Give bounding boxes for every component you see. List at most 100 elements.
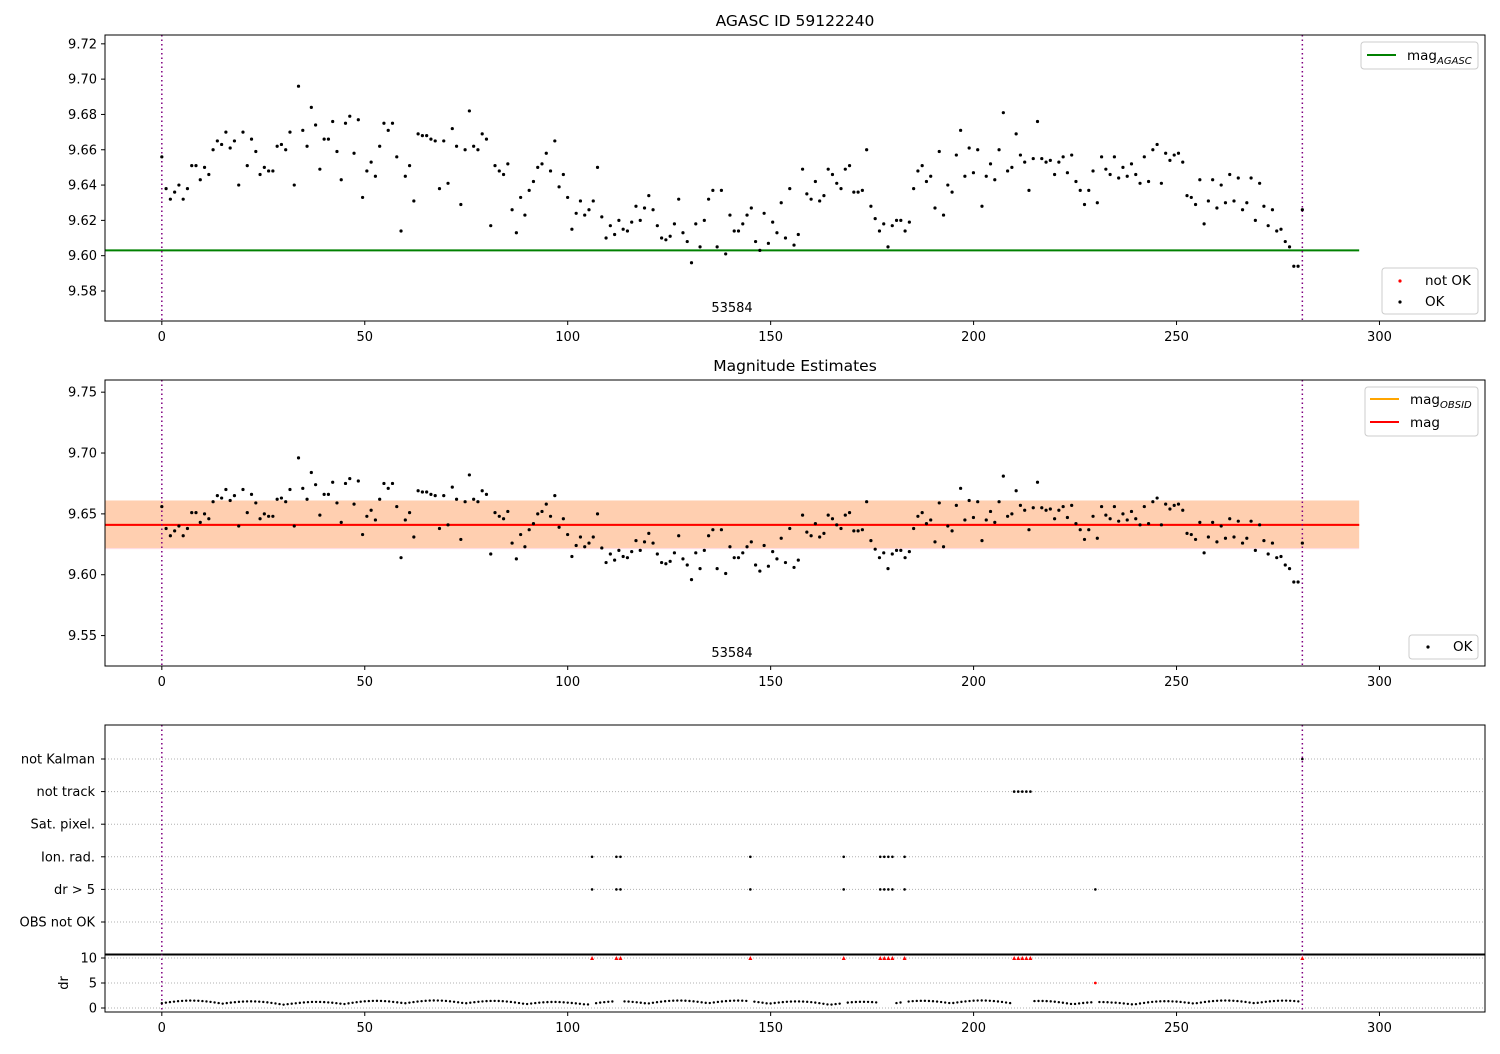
data-point	[660, 236, 664, 240]
data-point	[1134, 517, 1138, 521]
dr-point	[1199, 1001, 1203, 1004]
dr-point	[1098, 1000, 1101, 1004]
data-point	[425, 134, 429, 138]
flag-point	[842, 855, 846, 859]
x-tick-label: 200	[961, 1021, 986, 1036]
panel-2-plot-area: 0 50 100 150 200 250 300 9.55 9.60 9.65 9.70 9.75	[68, 380, 1392, 690]
dr-point	[684, 999, 687, 1002]
data-point	[822, 531, 826, 535]
data-point	[480, 132, 484, 136]
data-point	[1044, 508, 1048, 512]
data-point	[224, 130, 228, 134]
data-point	[493, 164, 497, 168]
data-point	[220, 142, 224, 147]
dr-point	[708, 1001, 711, 1005]
data-point	[706, 197, 711, 201]
data-point	[202, 512, 207, 516]
data-point	[647, 531, 651, 535]
dr-point	[241, 1000, 245, 1003]
panel-1-title: AGASC ID 59122240	[716, 12, 875, 30]
data-point	[510, 541, 514, 545]
data-point	[275, 497, 279, 501]
dr-point	[1171, 1000, 1174, 1003]
data-point	[553, 139, 557, 143]
data-point	[275, 144, 279, 148]
data-point	[450, 485, 454, 489]
data-point	[531, 179, 536, 184]
data-point	[1078, 188, 1082, 192]
dr-point	[895, 1001, 898, 1005]
data-point	[608, 224, 612, 228]
dr-point	[582, 1003, 586, 1006]
data-point	[1168, 158, 1172, 162]
panel-dr: 0 50 100 150 200 250 300 0 5 10 dr	[57, 952, 1486, 1036]
data-point	[288, 130, 292, 134]
dr-point	[943, 1001, 947, 1004]
data-point	[959, 486, 963, 490]
data-point	[570, 554, 574, 559]
dr-point	[781, 1000, 785, 1004]
x-tick-label: 250	[1164, 330, 1189, 345]
dr-point	[696, 1000, 699, 1004]
data-point	[446, 181, 450, 185]
data-point	[245, 511, 249, 515]
data-point	[1228, 172, 1232, 177]
dr-point	[282, 1003, 285, 1006]
data-point	[1121, 165, 1125, 170]
data-point	[886, 567, 890, 571]
dr-point	[180, 999, 184, 1003]
dr-point	[554, 1000, 557, 1004]
dr-point	[1146, 1001, 1150, 1004]
data-point	[1206, 535, 1210, 539]
dr-point	[907, 1000, 910, 1003]
dr-point	[972, 999, 975, 1002]
flag-point	[615, 888, 618, 891]
dr-point	[923, 999, 927, 1003]
flag-category-label: OBS not OK	[20, 916, 96, 931]
x-tick-label: 0	[158, 330, 166, 345]
data-point	[1006, 169, 1010, 173]
data-point	[1159, 523, 1163, 527]
dr-point	[566, 1001, 569, 1004]
dr-point	[249, 1000, 253, 1003]
dr-point	[732, 999, 736, 1002]
data-point	[356, 118, 360, 122]
data-point	[386, 128, 390, 132]
data-point	[561, 172, 565, 177]
data-point	[335, 149, 339, 154]
y-tick-label: 9.65	[68, 507, 97, 522]
y-tick-label: 9.68	[68, 108, 97, 123]
data-point	[352, 502, 356, 506]
data-point	[677, 197, 681, 201]
data-point	[907, 220, 911, 224]
dr-point	[290, 1002, 293, 1005]
dr-point	[424, 999, 427, 1003]
dr-point	[517, 1001, 521, 1005]
data-point	[916, 169, 920, 173]
data-point	[271, 169, 275, 173]
dr-point	[1150, 1000, 1154, 1004]
dr-point	[647, 1002, 651, 1005]
data-point	[1236, 176, 1240, 180]
data-point	[1035, 480, 1040, 484]
dr-clipped-marker	[902, 956, 907, 960]
data-point	[1287, 567, 1292, 571]
data-point	[501, 172, 506, 177]
dr-point	[460, 1001, 464, 1005]
flag-point	[1016, 790, 1020, 793]
data-point	[903, 229, 907, 233]
data-point	[941, 545, 946, 549]
data-point	[369, 508, 373, 512]
data-point	[1228, 517, 1232, 521]
data-point	[527, 528, 531, 532]
flag-category-label: not track	[36, 785, 95, 800]
dr-point	[736, 999, 740, 1002]
dr-point	[416, 1000, 419, 1003]
data-point	[1082, 537, 1087, 542]
dr-point	[367, 999, 371, 1003]
dr-point	[550, 1000, 553, 1004]
dr-point	[1081, 1001, 1085, 1005]
data-point	[736, 556, 741, 560]
data-point	[1082, 202, 1087, 207]
y-tick-label: 9.70	[68, 447, 97, 462]
